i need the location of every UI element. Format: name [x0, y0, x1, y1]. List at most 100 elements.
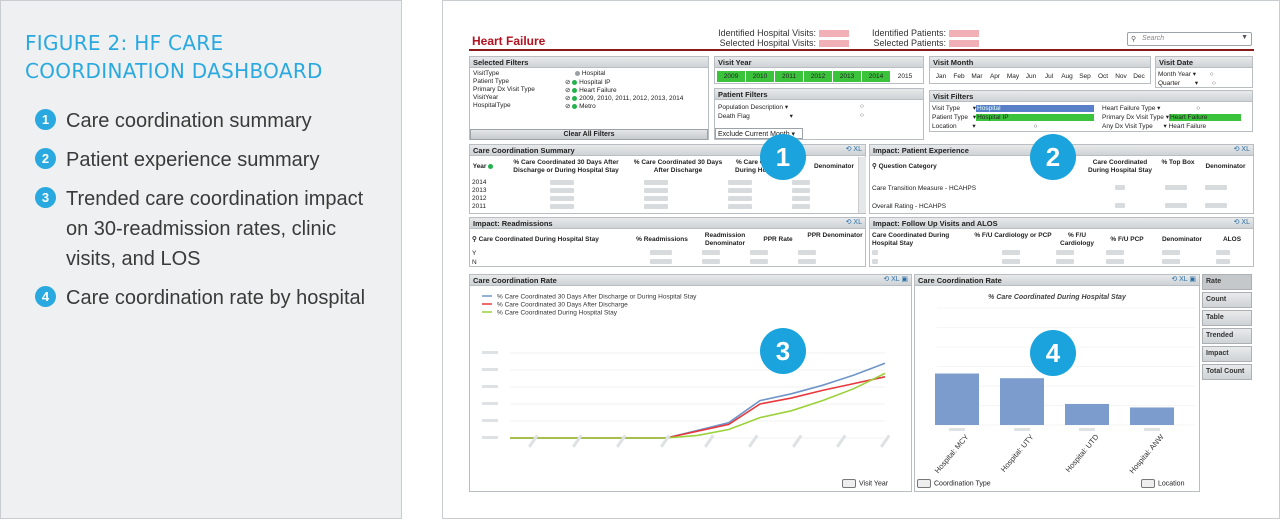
visit-month-cell[interactable]: Apr: [989, 73, 1001, 80]
radio-icon[interactable]: ○: [860, 103, 864, 110]
column-header: % Care Coordinated 30 Days After Dischar…: [633, 159, 723, 174]
cycle-dimension-icon[interactable]: [1141, 479, 1155, 488]
column-header: Denominator: [1161, 236, 1203, 243]
callout-badge-1: 1: [760, 134, 806, 180]
tab-rate[interactable]: Rate: [1202, 274, 1252, 290]
radio-icon[interactable]: ○: [860, 112, 864, 119]
redacted-data-label: [949, 428, 965, 431]
visit-month-panel: Visit Month Jan Feb Mar Apr May Jun Jul Aug Sep O…: [929, 56, 1151, 84]
status-dot-icon: [572, 95, 578, 101]
column-header: % Care Coordinated 30 Days After Dischar…: [513, 159, 619, 174]
visit-year-cell[interactable]: 2012: [804, 71, 832, 82]
tab-table[interactable]: Table: [1202, 310, 1252, 326]
date-field: Quarter: [1158, 80, 1181, 87]
search-icon: ⚲: [1131, 36, 1137, 43]
cycle-dimension-icon[interactable]: [842, 479, 856, 488]
redacted-cells: [650, 250, 816, 257]
tab-total-count[interactable]: Total Count: [1202, 364, 1252, 380]
selected-visits-label: Selected Hospital Visits:: [719, 38, 816, 48]
series-line: [510, 376, 886, 439]
scrollbar[interactable]: [858, 157, 866, 213]
line-footer: Visit Year: [842, 479, 888, 488]
bar[interactable]: [1065, 403, 1109, 425]
redacted-tick-label: [616, 434, 627, 448]
tab-impact[interactable]: Impact: [1202, 346, 1252, 362]
panel-title: Visit Month: [930, 57, 1150, 68]
filter-value-wrap: ⊘ Metro: [565, 102, 596, 110]
tab-count[interactable]: Count: [1202, 292, 1252, 308]
primary-dx-select[interactable]: Primary Dx Visit Type ▾Heart Failure: [1102, 113, 1241, 121]
bar[interactable]: [1000, 378, 1044, 425]
visit-month-cell[interactable]: Oct: [1097, 73, 1109, 80]
search-icon[interactable]: ⚲: [472, 236, 477, 243]
bar-footer-right: Location: [1141, 479, 1184, 488]
summary-year: 2013: [472, 187, 487, 194]
visit-month-cell[interactable]: Jun: [1025, 73, 1037, 80]
clear-filter-icon[interactable]: ⊘: [565, 95, 571, 102]
redacted-tick-label: [660, 434, 671, 448]
cycle-dimension-icon[interactable]: [917, 479, 931, 488]
patient-type-select[interactable]: Patient Type ▾Hospital IP: [932, 113, 1095, 121]
filter-field: VisitYear: [473, 94, 499, 101]
bar[interactable]: [1130, 407, 1174, 425]
search-icon[interactable]: ⚲: [872, 163, 877, 170]
location-select[interactable]: Location ▾ ○: [932, 123, 1038, 130]
export-icon[interactable]: ⟲ XL: [1233, 146, 1250, 153]
filter-value: Heart Failure: [1168, 114, 1241, 121]
column-header: % F/U Cardiology: [1060, 232, 1094, 247]
visit-month-cell[interactable]: Jul: [1044, 73, 1054, 80]
clear-filter-icon[interactable]: ⊘: [565, 103, 571, 110]
filter-field: Death Flag: [718, 113, 750, 120]
export-icon[interactable]: ⟲ XL: [845, 219, 862, 226]
legend-number: 1: [35, 109, 56, 130]
visit-month-cell[interactable]: Sep: [1079, 73, 1091, 80]
visit-year-cell[interactable]: 2010: [746, 71, 774, 82]
bar[interactable]: [935, 373, 979, 425]
visit-month-cell[interactable]: Mar: [971, 73, 983, 80]
filter-field: Heart Failure Type: [1102, 105, 1156, 112]
exclude-current-month-select[interactable]: Exclude Current Month ▾: [715, 128, 803, 139]
panel-title: Selected Filters: [470, 57, 708, 68]
select-label: Exclude Current Month: [718, 131, 790, 138]
visit-month-cell[interactable]: Nov: [1115, 73, 1127, 80]
heart-failure-type-select[interactable]: Heart Failure Type ▾ ○: [1102, 105, 1201, 112]
visit-year-cell[interactable]: 2009: [717, 71, 745, 82]
filter-value: Heart Failure: [579, 87, 617, 94]
export-icon[interactable]: ⟲ XL: [845, 146, 862, 153]
any-dx-select[interactable]: Any Dx Visit Type ▾ Heart Failure: [1102, 123, 1207, 130]
visit-year-cell[interactable]: 2014: [862, 71, 890, 82]
export-icon[interactable]: ⟲ XL ▣: [1171, 276, 1196, 283]
chevron-down-icon[interactable]: ▼: [1241, 34, 1248, 41]
export-icon[interactable]: ⟲ XL: [1233, 219, 1250, 226]
visit-month-cell[interactable]: Jan: [935, 73, 947, 80]
clear-filter-icon[interactable]: ⊘: [565, 87, 571, 94]
visit-type-select[interactable]: Visit Type ▾Hospital: [932, 104, 1095, 112]
redacted-tick-label: [482, 419, 498, 422]
visit-month-cell[interactable]: Aug: [1061, 73, 1073, 80]
clear-filter-icon[interactable]: ⊘: [565, 79, 571, 86]
visit-filters-panel: Visit Filters Visit Type ▾Hospital Patie…: [929, 90, 1253, 132]
visit-year-cell[interactable]: 2013: [833, 71, 861, 82]
panel-title: Impact: Readmissions: [473, 219, 553, 228]
status-dot-icon: [572, 79, 578, 85]
legend-text: Patient experience summary: [66, 149, 320, 171]
visit-month-cell[interactable]: Dec: [1133, 73, 1145, 80]
redacted-data-label: [1014, 428, 1030, 431]
redacted-cells: [550, 204, 810, 211]
tab-trended[interactable]: Trended: [1202, 328, 1252, 344]
visit-month-cell[interactable]: May: [1006, 73, 1020, 80]
search-input[interactable]: ⚲ Search ▼: [1127, 32, 1252, 46]
legend-number: 3: [35, 187, 56, 208]
clear-all-filters-button[interactable]: Clear All Filters: [470, 129, 708, 140]
export-icon[interactable]: ⟲ XL ▣: [883, 276, 908, 283]
visit-month-cell[interactable]: Feb: [953, 73, 965, 80]
visit-year-cell[interactable]: 2011: [775, 71, 803, 82]
redacted-cells: [1115, 185, 1227, 192]
legend-entry: % Care Coordinated 30 Days After Dischar…: [497, 294, 697, 301]
filter-value: Hospital IP: [579, 79, 611, 86]
category-tick-label: Hospital: UTD: [1064, 432, 1101, 474]
summary-year: 2011: [472, 203, 486, 210]
visit-year-cell[interactable]: 2015: [897, 73, 913, 80]
redacted-data-label: [1079, 428, 1095, 431]
filter-field: Primary Dx Visit Type: [473, 86, 535, 93]
